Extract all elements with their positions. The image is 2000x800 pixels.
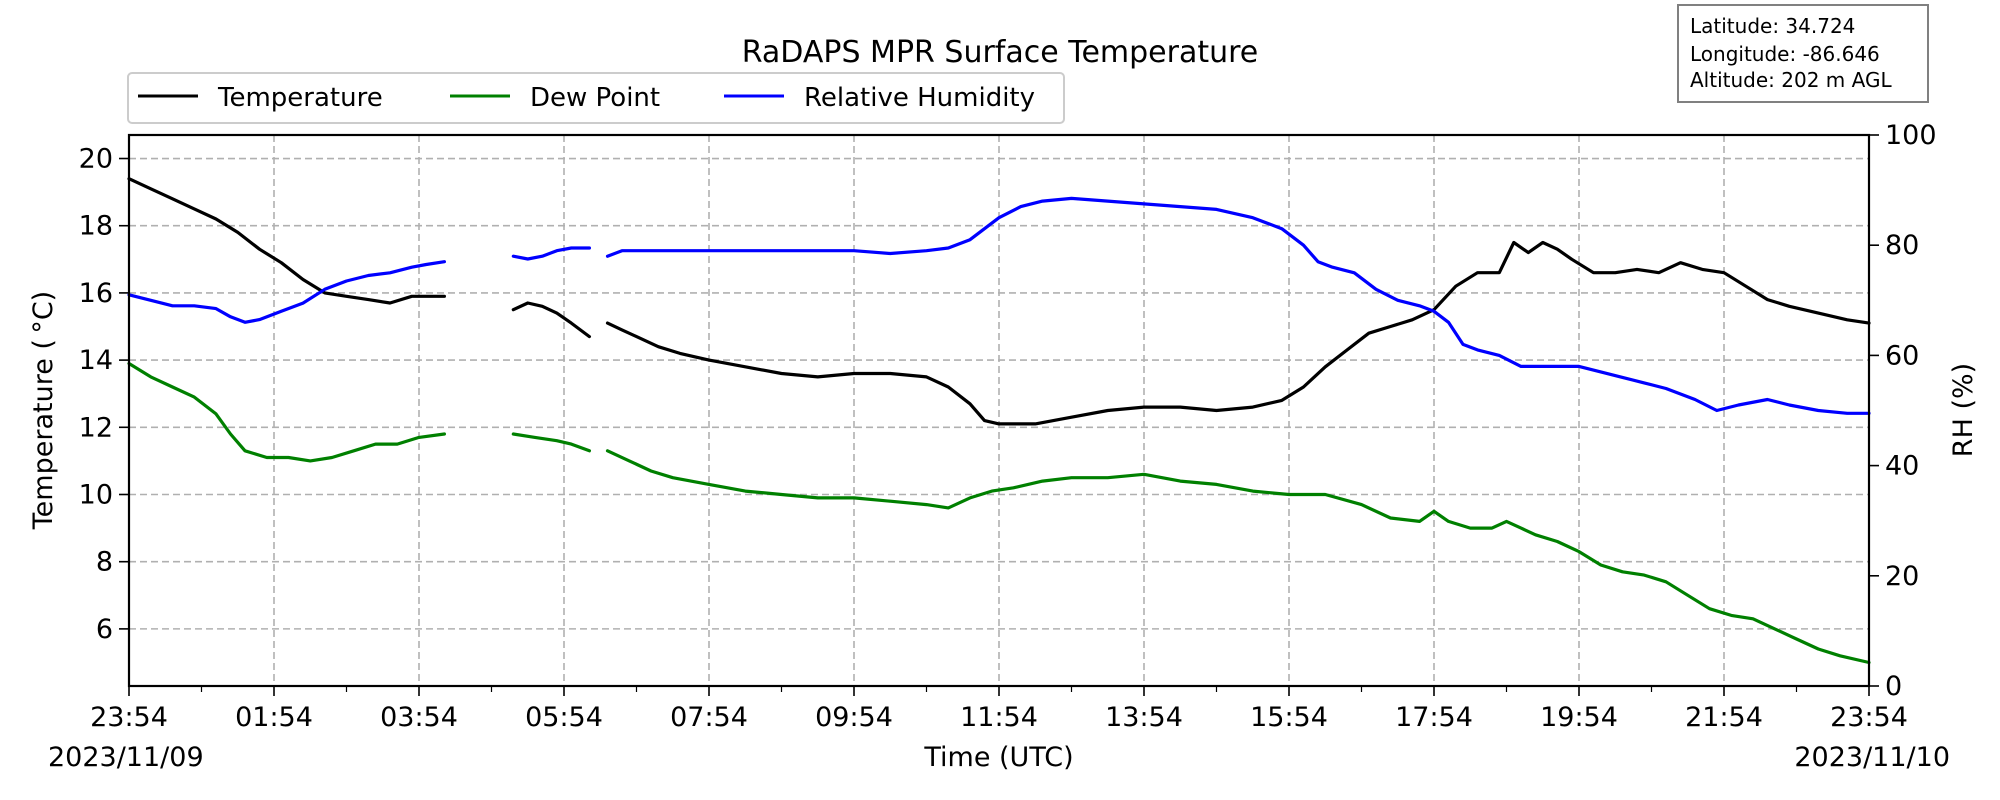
x-tick-label: 23:54 [1830,702,1908,733]
x-tick-label: 01:54 [235,702,313,733]
info-latitude: Latitude: 34.724 [1690,14,1855,38]
series-line-relative-humidity [605,196,1871,415]
y2-tick-label: 40 [1885,451,1919,482]
y-tick-label: 12 [79,412,113,443]
series-line-dew-point [605,449,1871,665]
legend-label-dew-point: Dew Point [530,83,660,113]
series-line-temperature [511,301,592,339]
x-tick-label: 05:54 [525,702,603,733]
x-tick-label: 09:54 [815,702,893,733]
y-tick-label: 18 [79,211,113,242]
x-tick-label: 07:54 [670,702,748,733]
x-tick-label: 15:54 [1250,702,1328,733]
y-tick-label: 16 [79,278,113,309]
legend-frame [127,72,1065,124]
legend-label-relative-humidity: Relative Humidity [804,83,1035,113]
info-box-frame [1677,4,1929,103]
y2-tick-label: 60 [1885,340,1919,371]
x-tick-label: 03:54 [380,702,458,733]
y-axis-left: 6 8 10 12 14 16 18 20 [79,144,129,645]
y2-tick-label: 80 [1885,230,1919,261]
info-longitude: Longitude: -86.646 [1690,42,1880,66]
x-tick-label: 21:54 [1685,702,1763,733]
info-altitude: Altitude: 202 m AGL [1690,68,1892,92]
series-line-temperature [605,240,1871,426]
info-box: Latitude: 34.724 Longitude: -86.646 Alti… [1677,4,1929,103]
series-line-relative-humidity [511,246,592,261]
y-axis-label: Temperature ( °C) [28,291,59,530]
y-axis-right: 0 20 40 60 80 100 [1869,120,1937,702]
series-line-relative-humidity [127,260,446,324]
x-tick-label: 19:54 [1540,702,1618,733]
x-start-date: 2023/11/09 [48,742,204,773]
series-layer [127,177,1871,665]
plot-frame [127,133,1871,688]
x-tick-label: 17:54 [1395,702,1473,733]
y2-axis-label: RH (%) [1948,363,1979,457]
y2-tick-label: 0 [1885,671,1902,702]
chart-title: RaDAPS MPR Surface Temperature [742,35,1259,70]
x-tick-label: 11:54 [960,702,1038,733]
y-tick-label: 20 [79,144,113,175]
series-line-dew-point [127,361,446,463]
x-tick-label: 23:54 [90,702,168,733]
legend-label-temperature: Temperature [217,83,383,113]
series-line-temperature [127,177,446,305]
y-tick-label: 6 [96,614,113,645]
x-axis: 23:54 01:54 03:54 05:54 07:54 09:54 11:54 13:54… [90,686,1908,733]
y2-tick-label: 20 [1885,561,1919,592]
legend: Temperature Dew Point Relative Humidity [127,72,1065,124]
y-tick-label: 8 [96,547,113,578]
x-axis-label: Time (UTC) [923,742,1073,773]
x-end-date: 2023/11/10 [1794,742,1950,773]
y-tick-label: 10 [79,479,113,510]
grid [129,135,1869,686]
y2-tick-label: 100 [1885,120,1937,151]
y-tick-label: 14 [79,345,113,376]
x-tick-label: 13:54 [1105,702,1183,733]
series-line-dew-point [511,432,592,453]
